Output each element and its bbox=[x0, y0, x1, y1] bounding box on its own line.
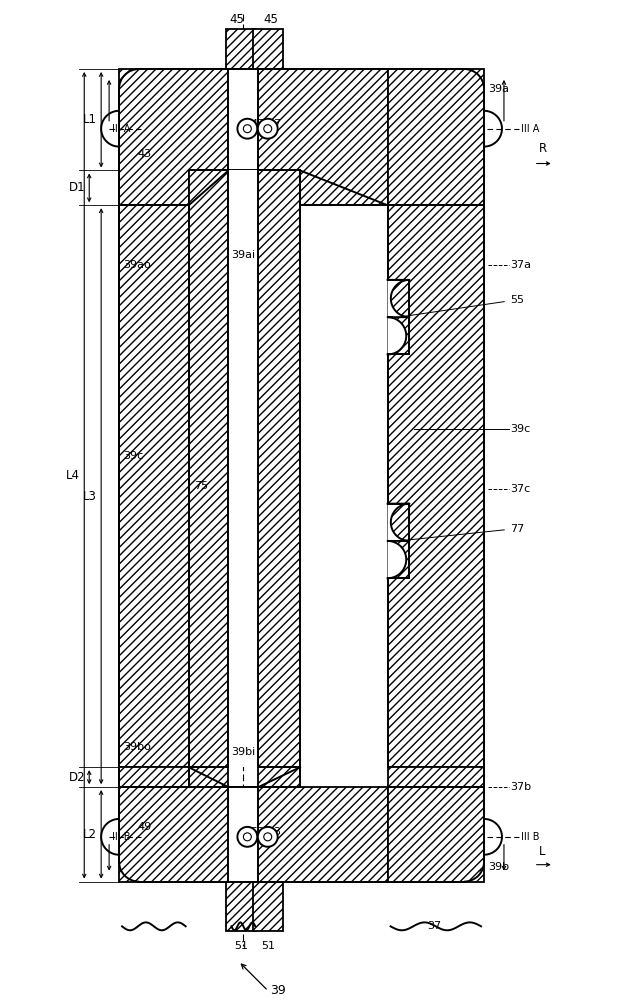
Polygon shape bbox=[387, 767, 484, 787]
Polygon shape bbox=[387, 69, 484, 205]
Text: 75: 75 bbox=[193, 481, 208, 491]
Polygon shape bbox=[484, 111, 502, 147]
Text: III A: III A bbox=[521, 124, 539, 134]
Text: 39b: 39b bbox=[479, 862, 509, 872]
Text: III B: III B bbox=[112, 832, 131, 842]
Polygon shape bbox=[119, 205, 188, 767]
Text: 53: 53 bbox=[267, 827, 281, 837]
Polygon shape bbox=[387, 280, 409, 354]
Polygon shape bbox=[254, 29, 283, 69]
Polygon shape bbox=[227, 882, 256, 931]
Text: D1: D1 bbox=[69, 181, 85, 194]
Text: 47: 47 bbox=[250, 119, 265, 129]
Polygon shape bbox=[387, 787, 484, 882]
Circle shape bbox=[264, 125, 272, 133]
Text: L3: L3 bbox=[83, 490, 97, 503]
Text: 45: 45 bbox=[229, 13, 244, 26]
Polygon shape bbox=[188, 170, 228, 767]
Text: 39: 39 bbox=[270, 984, 286, 997]
Text: 47: 47 bbox=[267, 119, 282, 129]
Text: L4: L4 bbox=[66, 469, 80, 482]
Polygon shape bbox=[119, 787, 387, 882]
Circle shape bbox=[237, 119, 257, 139]
Text: 45: 45 bbox=[264, 13, 279, 26]
Polygon shape bbox=[387, 504, 409, 578]
Text: D2: D2 bbox=[69, 771, 85, 784]
Polygon shape bbox=[484, 819, 502, 855]
Polygon shape bbox=[228, 170, 259, 767]
Polygon shape bbox=[254, 882, 283, 931]
Text: III B: III B bbox=[521, 832, 540, 842]
Polygon shape bbox=[101, 819, 119, 855]
Text: 39a: 39a bbox=[482, 84, 509, 94]
Text: L: L bbox=[539, 845, 545, 858]
Text: 51: 51 bbox=[234, 941, 249, 951]
Polygon shape bbox=[259, 170, 300, 767]
Text: 39bi: 39bi bbox=[232, 747, 255, 757]
Text: L1: L1 bbox=[83, 113, 97, 126]
Circle shape bbox=[244, 833, 251, 841]
Text: 39c: 39c bbox=[123, 451, 143, 461]
Text: 39ao: 39ao bbox=[123, 260, 151, 270]
Polygon shape bbox=[227, 29, 256, 69]
Text: 39c: 39c bbox=[510, 424, 530, 434]
Text: R: R bbox=[539, 142, 547, 155]
Polygon shape bbox=[387, 205, 484, 767]
Circle shape bbox=[258, 119, 278, 139]
Text: 39bo: 39bo bbox=[123, 742, 151, 752]
Text: III A: III A bbox=[112, 124, 130, 134]
Polygon shape bbox=[259, 767, 300, 787]
Circle shape bbox=[244, 125, 251, 133]
Text: 51: 51 bbox=[261, 941, 275, 951]
Text: 37: 37 bbox=[428, 921, 441, 931]
Polygon shape bbox=[228, 787, 259, 882]
Text: 37c: 37c bbox=[510, 484, 530, 494]
Polygon shape bbox=[188, 767, 228, 787]
Text: 43: 43 bbox=[137, 149, 151, 159]
Text: 37b: 37b bbox=[510, 782, 531, 792]
Circle shape bbox=[258, 827, 278, 847]
Text: 77: 77 bbox=[401, 524, 524, 541]
Circle shape bbox=[237, 827, 257, 847]
Text: L2: L2 bbox=[83, 828, 97, 841]
Circle shape bbox=[264, 833, 272, 841]
Polygon shape bbox=[119, 69, 387, 205]
Polygon shape bbox=[101, 111, 119, 147]
Text: 49: 49 bbox=[137, 822, 151, 832]
Polygon shape bbox=[228, 69, 259, 170]
Text: 53: 53 bbox=[250, 827, 264, 837]
Text: 55: 55 bbox=[401, 295, 524, 317]
Text: 39ai: 39ai bbox=[232, 250, 255, 260]
Polygon shape bbox=[119, 767, 188, 787]
Text: 37a: 37a bbox=[510, 260, 531, 270]
